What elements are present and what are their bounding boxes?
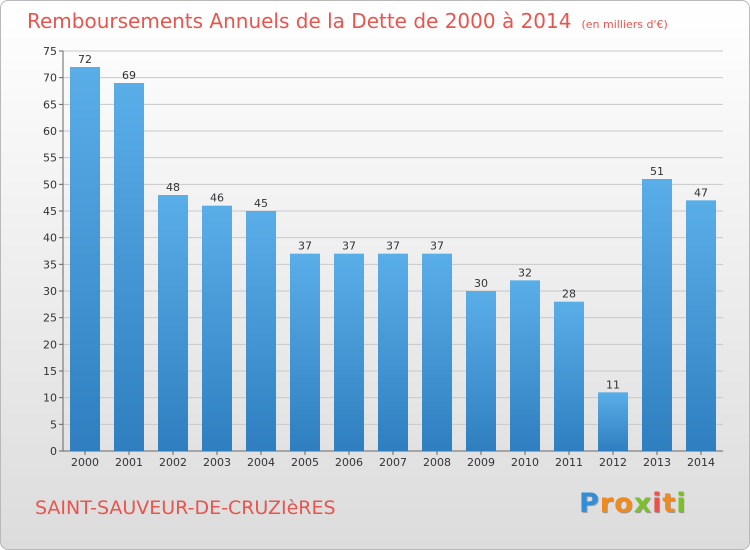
proxiti-logo[interactable]: Proxiti (579, 488, 687, 519)
y-tick-label: 0 (50, 445, 57, 458)
y-tick-label: 5 (50, 418, 57, 431)
chart-title: Remboursements Annuels de la Dette de 20… (27, 9, 668, 33)
x-tick-label: 2010 (511, 456, 539, 469)
logo-letter: r (599, 488, 615, 519)
logo-letter: x (633, 488, 653, 519)
bar (334, 253, 364, 451)
chart-subtitle: (en milliers d'€) (581, 18, 668, 31)
bar (686, 200, 716, 451)
x-tick-label: 2004 (247, 456, 275, 469)
y-tick-label: 50 (43, 178, 57, 191)
bar-value-label: 51 (650, 165, 664, 178)
y-tick-label: 55 (43, 152, 57, 165)
bar-value-label: 45 (254, 197, 268, 210)
y-tick-label: 40 (43, 232, 57, 245)
x-tick-label: 2009 (467, 456, 495, 469)
bar (158, 195, 188, 451)
x-tick-label: 2000 (71, 456, 99, 469)
y-tick-label: 45 (43, 205, 57, 218)
bar-value-label: 47 (694, 186, 708, 199)
chart-title-text: Remboursements Annuels de la Dette de 20… (27, 9, 572, 33)
x-tick-label: 2013 (643, 456, 671, 469)
bar-value-label: 72 (78, 53, 92, 66)
commune-name: SAINT-SAUVEUR-DE-CRUZIèRES (35, 497, 336, 519)
x-tick-label: 2006 (335, 456, 363, 469)
bar (510, 280, 540, 451)
logo-letter: i (652, 488, 663, 519)
bar (114, 83, 144, 451)
y-tick-label: 75 (43, 45, 57, 58)
bar-value-label: 37 (386, 240, 400, 253)
bar-value-label: 46 (210, 192, 224, 205)
bars (70, 67, 716, 451)
x-tick-label: 2003 (203, 456, 231, 469)
y-tick-label: 25 (43, 312, 57, 325)
bar-value-label: 28 (562, 288, 576, 301)
bar (290, 253, 320, 451)
bar (422, 253, 452, 451)
bar (466, 291, 496, 451)
bar-value-label: 48 (166, 181, 180, 194)
x-tick-label: 2007 (379, 456, 407, 469)
x-tick-label: 2008 (423, 456, 451, 469)
bar (598, 392, 628, 451)
bar (70, 67, 100, 451)
bar-value-label: 37 (430, 240, 444, 253)
y-tick-label: 35 (43, 258, 57, 271)
x-tick-label: 2001 (115, 456, 143, 469)
bar-value-label: 11 (606, 378, 620, 391)
bar-value-label: 69 (122, 69, 136, 82)
x-tick-label: 2012 (599, 456, 627, 469)
x-tick-label: 2011 (555, 456, 583, 469)
bar (642, 179, 672, 451)
x-tick-label: 2014 (687, 456, 715, 469)
bar (554, 301, 584, 451)
y-tick-label: 60 (43, 125, 57, 138)
logo-letter: i (676, 488, 687, 519)
y-tick-label: 20 (43, 338, 57, 351)
logo-letter: P (579, 488, 600, 519)
bar-value-label: 37 (298, 240, 312, 253)
bar (202, 205, 232, 451)
labels: 0 5 10 15 20 25 30 35 40 45 50 55 60 65 70 75 72 2000 69 20… (43, 45, 715, 469)
y-tick-label: 10 (43, 392, 57, 405)
y-tick-label: 70 (43, 72, 57, 85)
bar-value-label: 37 (342, 240, 356, 253)
bar (378, 253, 408, 451)
x-tick-label: 2005 (291, 456, 319, 469)
y-tick-label: 30 (43, 285, 57, 298)
y-tick-label: 65 (43, 98, 57, 111)
logo-letter: o (614, 488, 634, 519)
x-tick-label: 2002 (159, 456, 187, 469)
bar (246, 211, 276, 451)
logo-letter: t (662, 488, 677, 519)
bar-value-label: 32 (518, 266, 532, 279)
bar-value-label: 30 (474, 277, 488, 290)
y-tick-label: 15 (43, 365, 57, 378)
